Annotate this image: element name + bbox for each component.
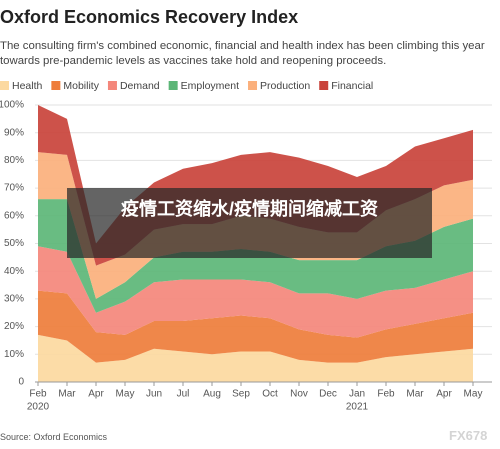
legend-label: Mobility [63,80,99,92]
y-tick-label: 60% [4,210,24,221]
x-year-label: 2021 [346,402,369,413]
legend-swatch [319,81,329,90]
chart-title: Oxford Economics Recovery Index [0,7,299,27]
x-tick-label: Mar [406,389,424,400]
watermark: FX678 [449,428,488,443]
area [38,246,473,338]
legend-label: Employment [181,80,239,92]
area [38,334,473,382]
y-tick-label: 0 [18,377,24,388]
y-tick-label: 80% [4,155,24,166]
area [38,290,473,363]
legend-label: Health [12,80,43,92]
legend-swatch [168,81,178,90]
legend-swatch [248,81,258,90]
y-tick-label: 40% [4,266,24,277]
legend-swatch [0,81,9,90]
source-note: Source: Oxford Economics [0,432,108,442]
legend-label: Demand [120,80,160,92]
legend-swatch [107,81,117,90]
y-tick-label: 50% [4,238,24,249]
x-tick-label: Feb [377,389,395,400]
y-tick-label: 20% [4,321,24,332]
x-year-label: 2020 [27,402,50,413]
chart-subtitle: The consulting firm's combined economic,… [0,40,485,67]
headline-banner: 疫情工资缩水/疫情期间缩减工资 [67,188,432,258]
x-tick-label: Dec [319,389,337,400]
y-tick-label: 10% [4,349,24,360]
y-tick-label: 100% [0,100,24,111]
x-tick-label: Aug [203,389,221,400]
x-tick-label: May [116,389,135,400]
legend-label: Financial [331,80,373,92]
x-tick-label: Sep [232,389,250,400]
x-tick-label: Jul [177,389,190,400]
legend-label: Production [260,80,310,92]
y-tick-label: 30% [4,294,24,305]
x-tick-label: Nov [290,389,308,400]
y-tick-label: 70% [4,183,24,194]
x-tick-label: Jan [349,389,365,400]
x-tick-label: Apr [436,389,452,400]
legend-swatch [51,81,61,90]
x-tick-label: Apr [88,389,104,400]
y-tick-label: 90% [4,127,24,138]
x-tick-label: Jun [146,389,162,400]
x-tick-label: Oct [262,389,278,400]
x-tick-label: Mar [58,389,76,400]
x-tick-label: May [464,389,483,400]
x-tick-label: Feb [29,389,47,400]
